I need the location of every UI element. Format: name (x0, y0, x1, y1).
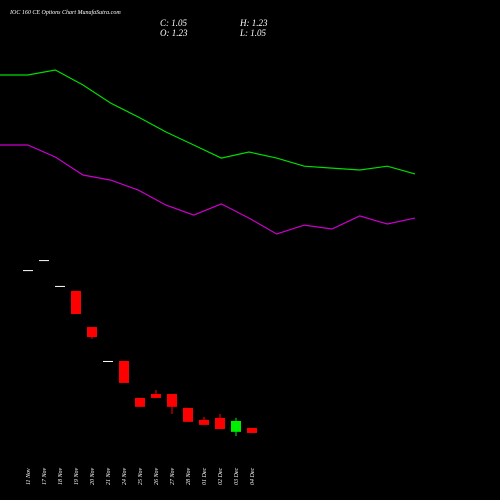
x-tick-label: 21 Nov (106, 467, 112, 485)
high-label: H: 1.23 (239, 18, 268, 28)
x-tick-label: 28 Nov (186, 467, 192, 485)
chart-title: IOC 160 CE Options Chart MunafaSutra.com (9, 9, 121, 16)
x-tick-label: 25 Nov (138, 467, 144, 485)
moving-average-line (0, 144, 416, 235)
x-tick-label: 19 Nov (74, 467, 80, 485)
x-tick-label: 26 Nov (154, 467, 160, 485)
candle-body (87, 327, 97, 338)
x-tick-label: 11 Nov (26, 468, 32, 485)
candle-body (119, 360, 129, 383)
moving-average-line (0, 69, 416, 175)
x-tick-label: 02 Dec (218, 468, 224, 485)
candle-body (167, 394, 177, 407)
x-tick-label: 24 Nov (121, 467, 128, 485)
candle-body (231, 420, 241, 432)
candle-body (215, 417, 225, 430)
x-tick-label: 18 Nov (58, 467, 64, 485)
x-tick-label: 17 Nov (42, 467, 48, 485)
candle-body (103, 360, 113, 362)
x-tick-label: 27 Nov (170, 467, 176, 485)
candle-body (71, 290, 81, 314)
x-tick-label: 03 Dec (234, 468, 240, 485)
low-label: L: 1.05 (239, 28, 267, 38)
candle-body (55, 285, 65, 287)
x-tick-label: 20 Nov (90, 467, 96, 485)
open-label: O: 1.23 (160, 28, 188, 38)
x-tick-label: 01 Dec (202, 468, 208, 485)
candle-body (23, 270, 33, 272)
candle-body (39, 260, 49, 262)
close-label: C: 1.05 (160, 18, 188, 28)
x-tick-label: 04 Dec (249, 468, 256, 485)
candle-body (247, 427, 257, 433)
candle-body (183, 407, 193, 422)
candle-body (199, 419, 209, 425)
candle-body (151, 394, 161, 398)
candle-body (135, 397, 145, 407)
